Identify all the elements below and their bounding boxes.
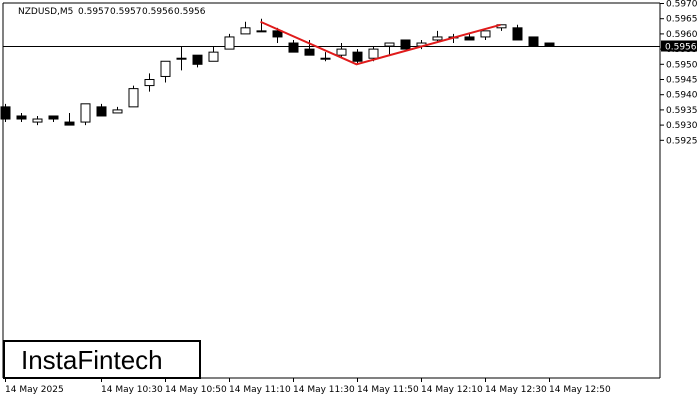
candle (0, 103, 11, 123)
candle-body-bullish (32, 118, 43, 123)
price-axis-label: 0.5925 (666, 136, 698, 146)
candle-body-bearish (512, 27, 523, 41)
candle (144, 73, 155, 92)
current-price-tag-bg (661, 40, 697, 52)
current-price-tag-label: 0.5956 (665, 43, 697, 53)
time-axis-label: 14 May 12:10 (421, 385, 483, 395)
price-axis-label: 0.5930 (666, 121, 698, 131)
candle-body-bullish (480, 30, 491, 38)
candle-body-bearish (48, 115, 59, 120)
candle (528, 36, 539, 47)
time-axis-label: 14 May 10:50 (165, 385, 227, 395)
candle (80, 103, 91, 126)
current-price-tag: 0.5956 (661, 40, 697, 53)
candle-body-bearish (400, 39, 411, 50)
candle-body-bullish (144, 79, 155, 87)
chart-symbol-label: NZDUSD,M5 (18, 7, 73, 17)
price-axis-label: 0.5970 (666, 0, 698, 10)
candle (336, 43, 347, 59)
candle (240, 21, 251, 35)
time-axis-label: 14 May 12:30 (485, 385, 547, 395)
candle-body-bullish (256, 30, 267, 33)
candle (96, 103, 107, 117)
candle-body-bullish (128, 88, 139, 108)
ohlc-close-value: 0.5956 (174, 7, 206, 17)
candle-body-bullish (432, 36, 443, 41)
candle (112, 106, 123, 114)
time-axis-group: 14 May 2025 14 May 10:30 14 May 10:50 14 Ma… (5, 378, 611, 395)
candle (464, 33, 475, 41)
candle (288, 39, 299, 53)
candle-body-bearish (464, 36, 475, 41)
time-axis-label: 14 May 11:50 (357, 385, 419, 395)
candle (352, 49, 363, 65)
ohlc-low-value: 0.5956 (142, 7, 174, 17)
candle (128, 85, 139, 108)
candle (192, 54, 203, 68)
ohlc-open-value: 0.5957 (78, 7, 110, 17)
candle-body-bearish (192, 54, 203, 65)
ohlc-high-value: 0.5957 (110, 7, 142, 17)
candle (400, 39, 411, 50)
price-axis-label: 0.5940 (666, 91, 698, 101)
candle-body-bullish (176, 57, 187, 60)
price-axis-label: 0.5960 (666, 30, 698, 40)
candle-body-bullish (208, 51, 219, 62)
candle (384, 42, 395, 56)
candle (176, 46, 187, 71)
candles-group (0, 18, 555, 126)
candle-body-bullish (336, 48, 347, 56)
candle (320, 52, 331, 62)
candle-body-bullish (384, 42, 395, 47)
logo-text: InstaFintech (21, 345, 163, 375)
time-axis-label: 14 May 2025 (5, 385, 64, 395)
instafintech-logo: InstaFintech (3, 340, 201, 379)
candle-body-bullish (240, 27, 251, 35)
candle (544, 42, 555, 47)
candle (512, 24, 523, 41)
candle-body-bearish (64, 121, 75, 126)
time-axis-label: 14 May 11:30 (293, 385, 355, 395)
candle (256, 18, 267, 33)
pattern-line-group (260, 20, 501, 66)
candle-body-bullish (368, 48, 379, 59)
candle-body-bullish (224, 36, 235, 50)
candle-body-bearish (544, 42, 555, 47)
candle (224, 33, 235, 50)
candle-body-bearish (288, 42, 299, 53)
price-axis-label: 0.5965 (666, 15, 698, 25)
candle (160, 60, 171, 83)
candle-body-bearish (528, 36, 539, 47)
candle-body-bullish (160, 60, 171, 77)
candle (48, 115, 59, 123)
candle-body-bearish (16, 115, 27, 120)
candle-body-bullish (112, 109, 123, 114)
candle (64, 112, 75, 126)
candle-body-bullish (320, 57, 331, 60)
time-axis-label: 14 May 11:10 (229, 385, 291, 395)
candle-body-bearish (352, 51, 363, 62)
price-axis-label: 0.5945 (666, 76, 698, 86)
price-axis-label: 0.5935 (666, 106, 698, 116)
candle (480, 30, 491, 40)
time-axis-label: 14 May 10:30 (101, 385, 163, 395)
candle-body-bearish (96, 106, 107, 117)
candle (16, 112, 27, 123)
candle (32, 115, 43, 126)
price-axis-label: 0.5950 (666, 60, 698, 70)
pattern-line (260, 20, 501, 66)
logo-frame (3, 340, 201, 379)
candle-body-bearish (0, 106, 11, 120)
candle (208, 46, 219, 62)
time-axis-label: 14 May 12:50 (549, 385, 611, 395)
candle-body-bearish (272, 30, 283, 38)
candle-body-bullish (80, 103, 91, 123)
candle (432, 30, 443, 44)
candle-body-bearish (304, 48, 315, 56)
